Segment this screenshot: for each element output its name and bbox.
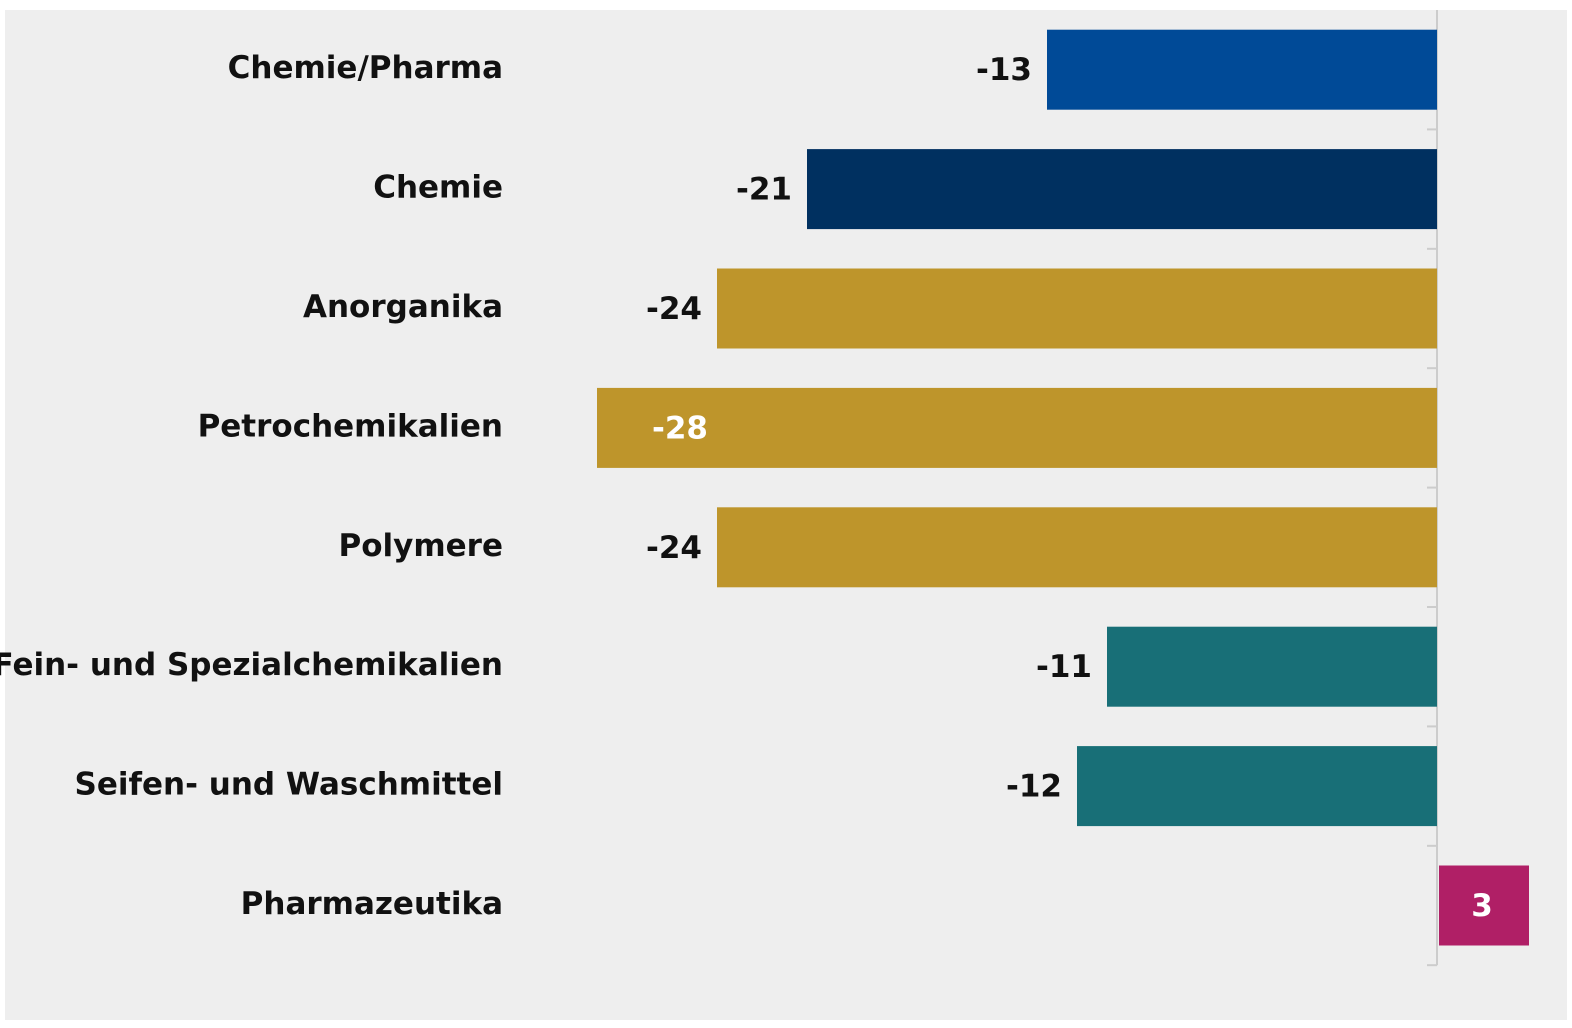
bar <box>597 387 1437 468</box>
category-label: Pharmazeutika <box>241 886 503 922</box>
bar <box>717 268 1437 349</box>
category-label: Chemie <box>373 170 503 206</box>
value-label: -11 <box>1036 649 1092 685</box>
bar <box>717 507 1437 588</box>
bar <box>1439 865 1529 946</box>
bar <box>1077 746 1437 827</box>
value-label: -13 <box>976 52 1032 88</box>
value-label: -28 <box>652 410 708 446</box>
value-label: -21 <box>736 172 792 208</box>
category-label: Polymere <box>339 528 504 564</box>
category-label: Fein- und Spezialchemikalien <box>0 647 503 683</box>
bar <box>1047 29 1437 110</box>
bar <box>807 149 1437 230</box>
category-label: Chemie/Pharma <box>228 50 503 86</box>
bar <box>1107 626 1437 707</box>
value-label: -24 <box>646 530 702 566</box>
category-label: Anorganika <box>303 289 503 325</box>
category-label: Seifen- und Waschmittel <box>75 767 503 803</box>
value-label: 3 <box>1471 888 1493 924</box>
category-label: Petrochemikalien <box>198 408 503 444</box>
value-label: -24 <box>646 291 702 327</box>
value-label: -12 <box>1006 769 1062 805</box>
